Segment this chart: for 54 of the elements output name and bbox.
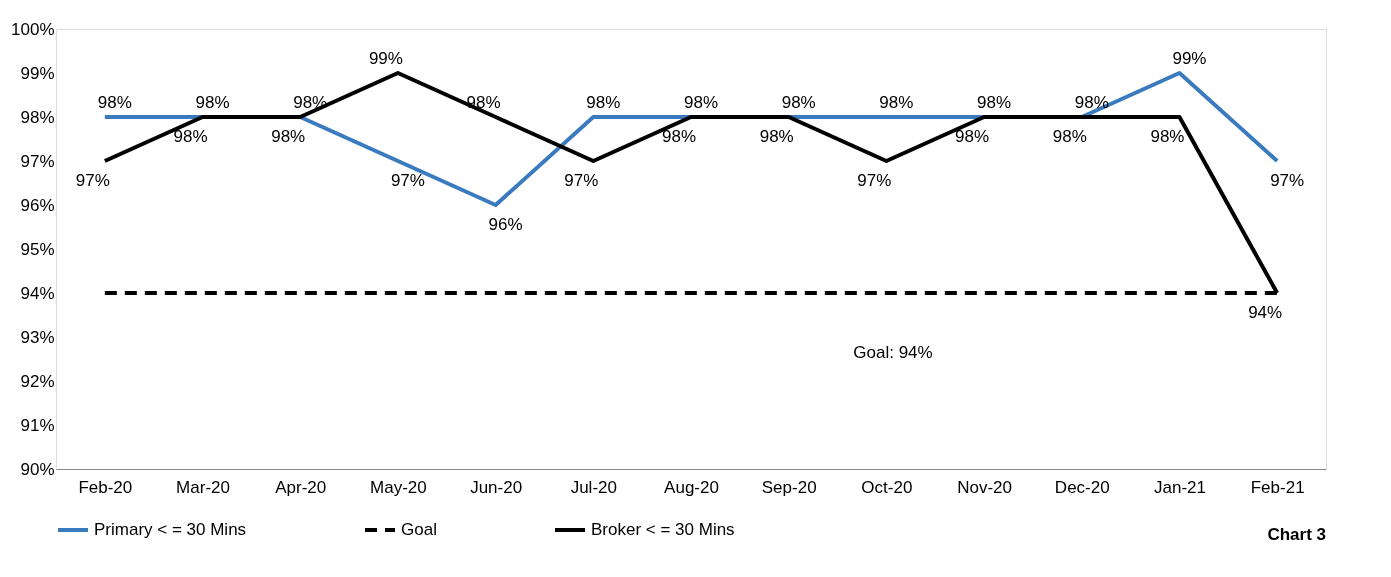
x-tick-label: May-20: [370, 477, 427, 497]
y-tick-label: 99%: [20, 63, 55, 83]
x-tick-label: Mar-20: [176, 477, 230, 497]
x-tick-label: Jan-21: [1153, 477, 1206, 497]
x-tick-label: Feb-21: [1250, 477, 1305, 497]
legend-label: Primary < = 30 Mins: [94, 520, 247, 539]
annotation: Goal: 94%: [853, 343, 933, 362]
data-label: 97%: [75, 171, 110, 190]
y-tick-label: 97%: [20, 151, 55, 171]
data-label: 96%: [488, 215, 523, 234]
x-tick-label: Feb-20: [78, 477, 133, 497]
data-label: 99%: [1172, 49, 1207, 68]
legend-label: Goal: [401, 520, 437, 539]
data-label: 97%: [1270, 171, 1305, 190]
data-label: 94%: [1248, 303, 1283, 322]
data-label: 98%: [97, 93, 132, 112]
data-label: 98%: [1052, 127, 1087, 146]
data-label: 98%: [195, 93, 230, 112]
x-tick-label: Jul-20: [570, 477, 617, 497]
data-label: 99%: [368, 49, 403, 68]
y-tick-label: 94%: [20, 283, 55, 303]
x-tick-label: Oct-20: [861, 477, 913, 497]
data-label: 98%: [586, 93, 621, 112]
y-tick-label: 100%: [11, 19, 55, 39]
x-tick-label: Nov-20: [957, 477, 1012, 497]
data-label: 98%: [683, 93, 719, 112]
y-tick-label: 98%: [20, 107, 55, 127]
y-tick-label: 90%: [20, 459, 55, 479]
data-label: 98%: [781, 93, 816, 112]
data-label: 97%: [564, 171, 599, 190]
x-tick-label: Sep-20: [761, 477, 817, 497]
data-label: 98%: [661, 127, 697, 146]
data-label: 98%: [1150, 127, 1185, 146]
data-label: 98%: [759, 127, 794, 146]
x-tick-label: Dec-20: [1054, 477, 1110, 497]
x-tick-label: Apr-20: [275, 477, 327, 497]
data-label: 98%: [955, 127, 990, 146]
data-label: 98%: [173, 127, 208, 146]
y-tick-label: 91%: [20, 415, 55, 435]
legend-label: Broker < = 30 Mins: [591, 520, 735, 539]
data-label: 98%: [466, 93, 501, 112]
data-label: 98%: [271, 127, 306, 146]
data-label: 97%: [390, 171, 425, 190]
caption: Chart 3: [1267, 525, 1326, 544]
y-tick-label: 93%: [20, 327, 55, 347]
y-tick-label: 95%: [20, 239, 55, 259]
x-tick-label: Jun-20: [470, 477, 523, 497]
data-label: 98%: [1074, 93, 1109, 112]
y-tick-label: 92%: [20, 371, 55, 391]
data-label: 98%: [879, 93, 914, 112]
data-label: 97%: [857, 171, 892, 190]
data-label: 98%: [977, 93, 1012, 112]
x-tick-label: Aug-20: [664, 477, 719, 497]
y-tick-label: 96%: [20, 195, 55, 215]
